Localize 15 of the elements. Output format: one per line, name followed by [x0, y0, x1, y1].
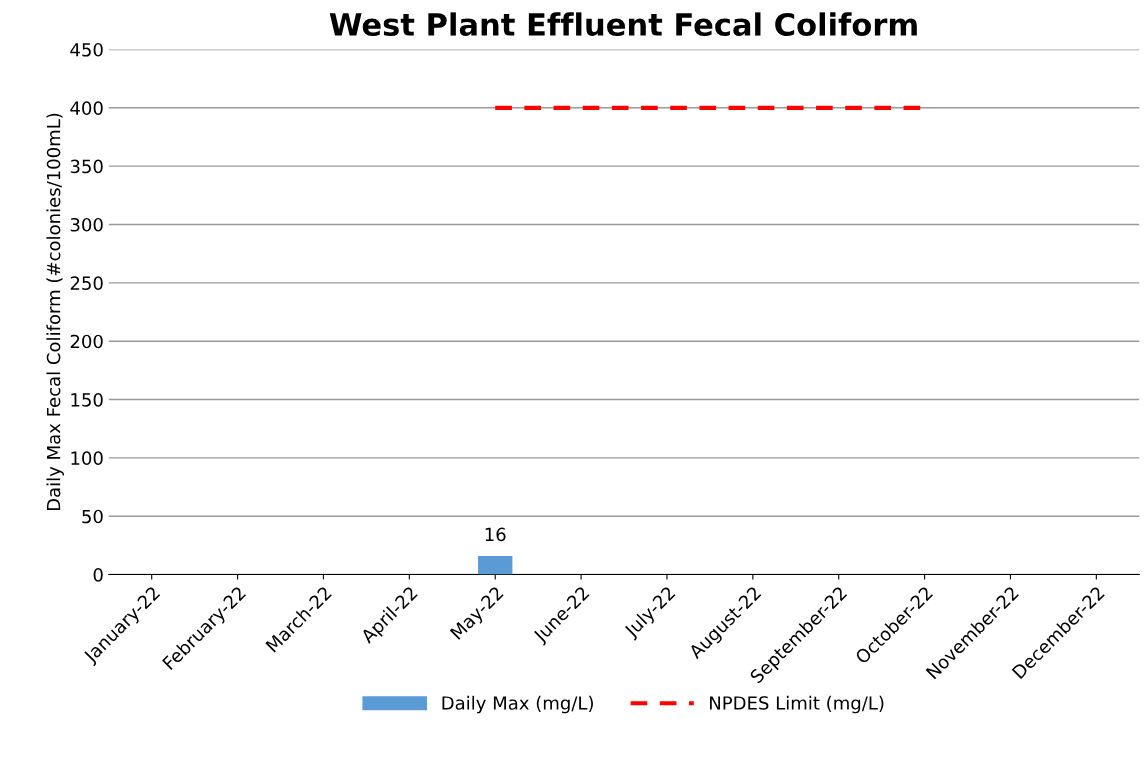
y-tick-label: 0 [93, 568, 103, 582]
y-tick-label: 100 [71, 451, 103, 465]
legend-label: Daily Max (mg/L) [442, 695, 593, 714]
y-tick-label: 200 [70, 334, 103, 349]
y-tick-label: 400 [70, 101, 103, 115]
y-tick-label: 450 [70, 42, 103, 57]
y-tick-label: 250 [70, 276, 103, 290]
y-tick-label: 50 [82, 509, 103, 524]
y-axis-title: Daily Max Fecal Coliform (#colonies/100mL) [46, 113, 64, 511]
chart-title: West Plant Effluent Fecal Coliform [329, 12, 917, 37]
y-tick-label: 300 [70, 217, 103, 232]
legend-label: NPDES Limit (mg/L) [710, 695, 884, 714]
data-label: 16 [485, 527, 506, 542]
y-tick-label: 350 [70, 159, 103, 174]
y-tick-label: 150 [71, 392, 103, 407]
